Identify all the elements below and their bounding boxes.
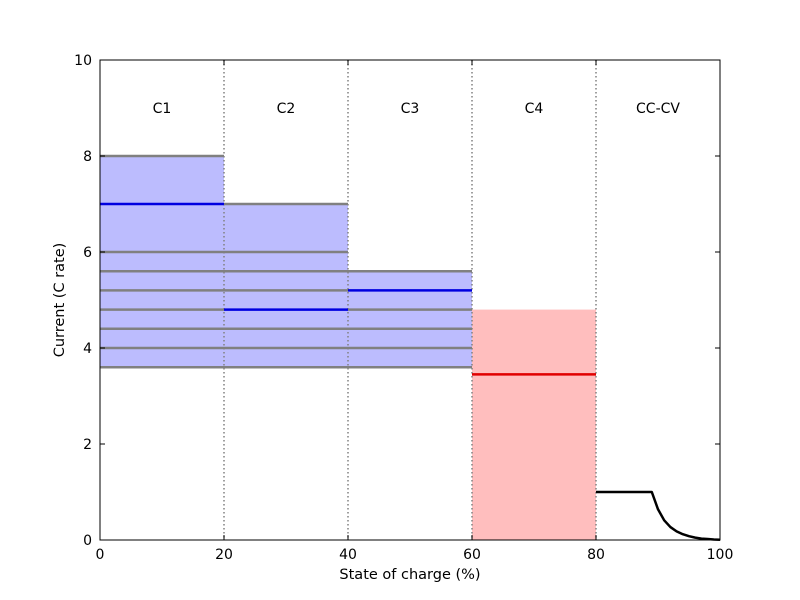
plot-frame <box>99 59 721 541</box>
stage-label-c3: C3 <box>401 101 420 117</box>
stage-bands <box>100 156 596 540</box>
x-tick-label: 20 <box>215 547 233 563</box>
selected-current-levels <box>100 202 596 376</box>
y-tick-label: 0 <box>83 533 92 549</box>
x-tick-label: 0 <box>96 547 105 563</box>
y-tick-label: 8 <box>83 149 92 165</box>
y-tick-label: 4 <box>83 341 92 357</box>
stage-label-c1: C1 <box>153 101 172 117</box>
cc-cv-curve <box>596 490 721 542</box>
y-tick-label: 6 <box>83 245 92 261</box>
candidate-current-levels <box>100 154 472 369</box>
stage-label-c2: C2 <box>277 101 296 117</box>
x-tick-label: 80 <box>587 547 605 563</box>
axis-tick-labels: 0 20 40 60 80 100 0 2 4 6 8 10 <box>74 53 733 563</box>
stage-band-c4 <box>472 309 596 540</box>
y-tick-label: 2 <box>83 437 92 453</box>
y-axis-label: Current (C rate) <box>52 243 68 358</box>
stage-band-c2 <box>224 204 348 368</box>
stage-band-c3 <box>348 271 472 368</box>
stage-band-c1 <box>100 156 224 368</box>
y-tick-label: 10 <box>74 53 92 69</box>
stage-labels: C1 C2 C3 C4 CC-CV <box>153 101 681 117</box>
x-tick-label: 40 <box>339 547 357 563</box>
x-axis-label: State of charge (%) <box>339 567 480 583</box>
stage-label-c4: C4 <box>525 101 544 117</box>
cc-cv-curve-group <box>596 490 721 542</box>
stage-label-cc-cv: CC-CV <box>636 101 680 117</box>
x-tick-label: 100 <box>707 547 734 563</box>
stage-boundaries <box>223 60 597 540</box>
x-tick-label: 60 <box>463 547 481 563</box>
